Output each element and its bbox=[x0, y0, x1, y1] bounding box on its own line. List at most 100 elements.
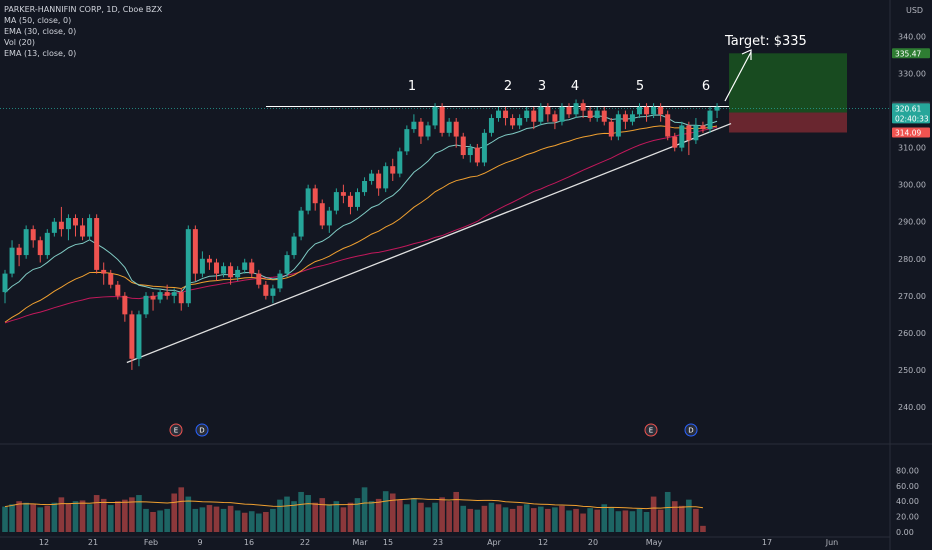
candle-body bbox=[615, 114, 621, 137]
currency-label: USD bbox=[906, 6, 923, 15]
candle-body bbox=[30, 229, 36, 241]
candle-body bbox=[651, 106, 657, 115]
volume-bar bbox=[86, 504, 93, 532]
volume-bar bbox=[150, 511, 156, 532]
volume-bar bbox=[213, 506, 220, 532]
indicator-ema30[interactable]: EMA (30, close, 0) bbox=[4, 27, 77, 36]
time-tick-label: 15 bbox=[383, 538, 393, 547]
target-zone bbox=[729, 53, 847, 113]
candle-body bbox=[333, 192, 339, 211]
candle-body bbox=[270, 288, 276, 296]
volume-bar bbox=[453, 491, 459, 532]
volume-bar bbox=[495, 504, 502, 532]
volume-bar bbox=[9, 504, 15, 532]
volume-bar bbox=[566, 510, 572, 532]
volume-bar bbox=[136, 495, 142, 532]
peak-label-6: 6 bbox=[702, 79, 710, 94]
candle-body bbox=[665, 114, 671, 137]
peak-label-3: 3 bbox=[538, 79, 546, 94]
volume-bar bbox=[93, 495, 100, 532]
ema13-line bbox=[4, 114, 718, 294]
candle-body bbox=[517, 118, 523, 126]
volume-bar bbox=[629, 511, 636, 532]
countdown-label: 02:40:33 bbox=[895, 114, 929, 123]
volume-bar bbox=[347, 502, 354, 532]
indicator-vol20[interactable]: Vol (20) bbox=[4, 38, 35, 47]
price-tick-label: 330.00 bbox=[898, 70, 926, 79]
symbol-title[interactable]: PARKER-HANNIFIN CORP, 1D, Cboe BZX bbox=[4, 5, 163, 14]
volume-bar bbox=[601, 504, 608, 532]
event-marker-e bbox=[169, 423, 183, 437]
volume-bar bbox=[664, 491, 671, 532]
time-tick-label: 17 bbox=[762, 538, 772, 547]
volume-bar bbox=[79, 500, 86, 532]
price-label: 314.09 bbox=[895, 129, 921, 138]
volume-bar bbox=[291, 501, 297, 532]
time-tick-label: Jun bbox=[825, 538, 839, 547]
price-tick-label: 280.00 bbox=[898, 255, 926, 264]
candle-body bbox=[58, 221, 64, 230]
volume-bar bbox=[615, 511, 622, 532]
volume-bar bbox=[107, 505, 114, 532]
volume-bar bbox=[418, 502, 424, 532]
volume-bar bbox=[679, 505, 685, 532]
candle-body bbox=[658, 106, 664, 115]
candle-body bbox=[531, 110, 537, 122]
candle-body bbox=[101, 269, 107, 274]
volume-bar bbox=[700, 525, 706, 532]
volume-tick-label: 80.00 bbox=[896, 466, 919, 475]
candle-body bbox=[340, 192, 346, 196]
time-tick-label: May bbox=[646, 538, 663, 547]
indicator-legend: PARKER-HANNIFIN CORP, 1D, Cboe BZX MA (5… bbox=[4, 4, 162, 59]
volume-bar bbox=[509, 508, 516, 532]
volume-bar bbox=[643, 511, 650, 532]
volume-bar bbox=[298, 491, 304, 532]
candle-body bbox=[601, 110, 607, 122]
price-tick-label: 250.00 bbox=[898, 366, 926, 375]
volume-bar bbox=[263, 511, 269, 532]
volume-bar bbox=[361, 487, 368, 532]
volume-bar bbox=[523, 504, 530, 532]
volume-bar bbox=[115, 501, 121, 532]
peak-label-2: 2 bbox=[504, 79, 512, 94]
volume-bar bbox=[326, 504, 333, 532]
candle-body bbox=[397, 151, 403, 174]
candle-body bbox=[538, 106, 544, 122]
volume-bar bbox=[587, 508, 593, 532]
candle-body bbox=[23, 229, 29, 256]
candle-body bbox=[326, 210, 332, 226]
candle-body bbox=[44, 232, 50, 256]
indicator-ema13[interactable]: EMA (13, close, 0) bbox=[4, 49, 77, 58]
volume-bar bbox=[241, 512, 248, 532]
volume-bar bbox=[270, 508, 276, 532]
time-tick-label: 9 bbox=[197, 538, 202, 547]
candle-body bbox=[383, 166, 389, 189]
candle-body bbox=[115, 284, 121, 296]
volume-bar bbox=[446, 501, 452, 532]
target-arrow bbox=[724, 51, 752, 102]
candle-body bbox=[221, 266, 227, 274]
indicator-ma50[interactable]: MA (50, close, 0) bbox=[4, 16, 72, 25]
time-tick-label: 23 bbox=[433, 538, 443, 547]
candle-body bbox=[277, 273, 283, 289]
event-marker-d bbox=[195, 423, 209, 437]
candle-body bbox=[474, 147, 480, 163]
volume-bar bbox=[432, 502, 438, 532]
price-tick-label: 310.00 bbox=[898, 144, 926, 153]
candle-body bbox=[284, 255, 290, 274]
candle-body bbox=[347, 195, 353, 207]
volume-bar bbox=[44, 505, 51, 532]
candle-body bbox=[214, 262, 219, 274]
volume-bar bbox=[192, 508, 199, 532]
volume-bar bbox=[545, 508, 551, 532]
candle-body bbox=[355, 192, 360, 207]
candle-body bbox=[503, 110, 509, 119]
candle-body bbox=[9, 247, 15, 274]
volume-bar bbox=[305, 495, 311, 532]
volume-bar bbox=[72, 501, 79, 532]
volume-bar bbox=[129, 497, 135, 532]
volume-bar bbox=[650, 496, 657, 532]
candle-body bbox=[580, 103, 586, 111]
candle-body bbox=[629, 114, 635, 122]
